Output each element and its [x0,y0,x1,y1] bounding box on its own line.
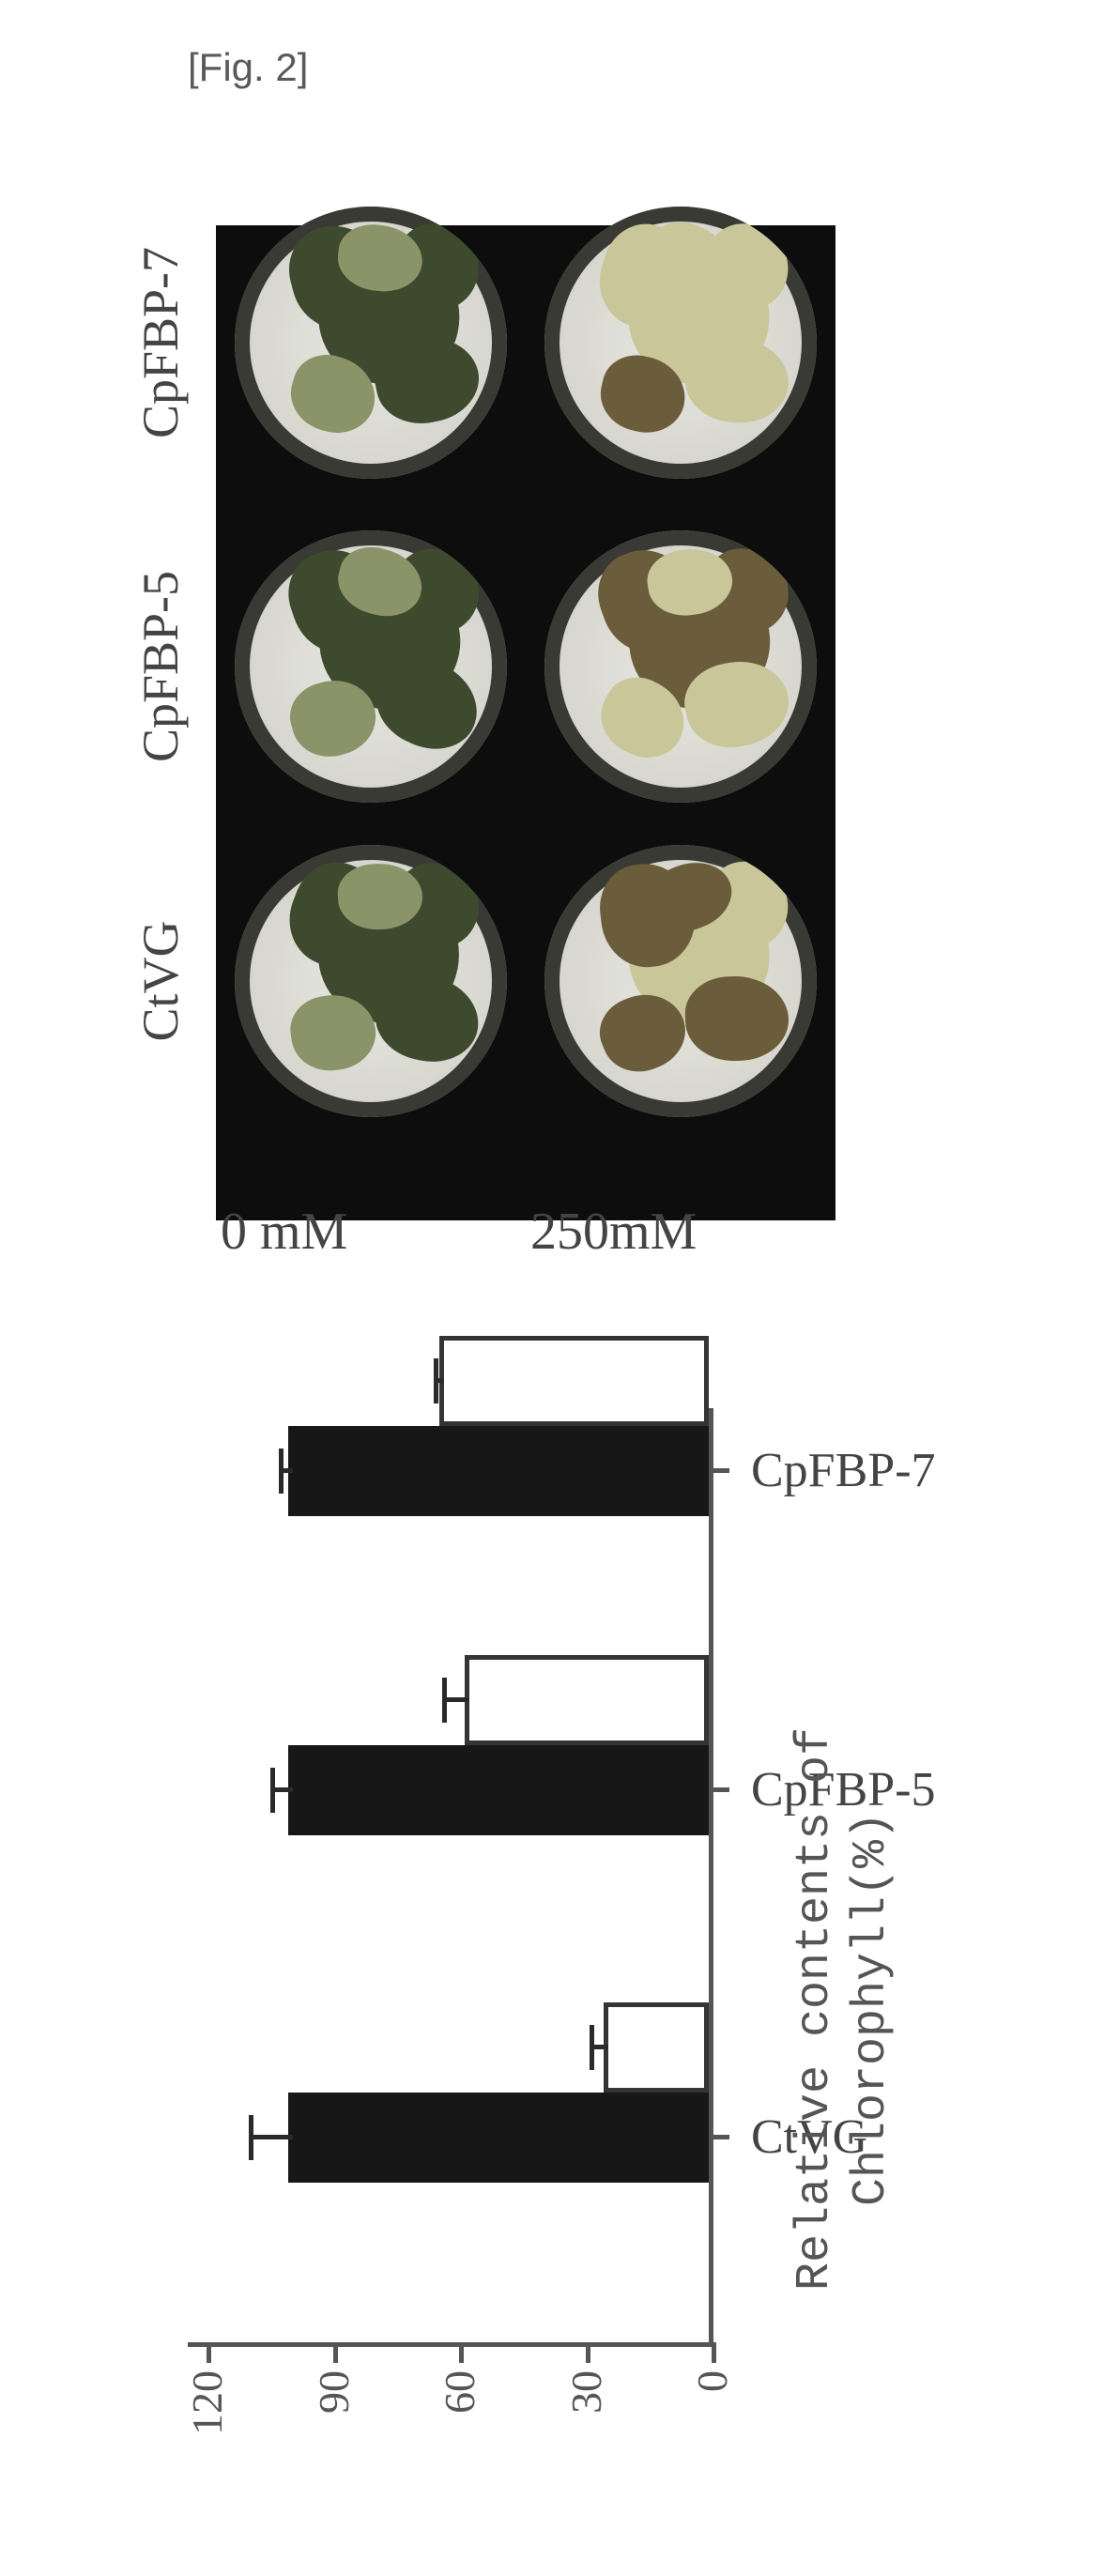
petri-dish [235,207,507,479]
error-bar [251,2135,293,2139]
bar [439,1336,709,1426]
petri-dish [544,207,817,479]
photo-column-label: CtVG [131,826,190,1136]
bar [288,1745,709,1835]
y-tick [459,2342,464,2363]
x-tick [709,1787,729,1792]
photo-row-label: 250mM [530,1202,697,1262]
y-tick [712,2342,716,2363]
y-tick [207,2342,211,2363]
error-bar [444,1697,469,1702]
y-tick [333,2342,338,2363]
x-tick [709,2135,729,2139]
petri-dish [544,530,817,803]
photo-column-label: CpFBP-5 [131,512,190,821]
petri-dish [235,845,507,1117]
photo-row-label: 0 mM [221,1202,347,1262]
photo-panel: CtVGCpFBP-5 CpFBP-7 0 mM 250mM [75,160,967,1286]
error-bar-cap [590,2025,594,2070]
y-tick-label: 30 [561,2370,611,2446]
bar [465,1655,709,1745]
error-bar-cap [279,1449,284,1494]
bar-chart: 0306090120CtVGCpFBP-5CpFBP-7 Relative co… [131,1352,1023,2553]
petri-dish [544,845,817,1117]
bar [288,2093,709,2183]
bar [604,2002,709,2093]
leaf-blob [684,975,789,1063]
error-bar-cap [442,1678,447,1723]
petri-dish [235,530,507,803]
x-tick [709,1468,729,1473]
x-tick-label: CpFBP-7 [751,1443,936,1498]
leaf-blob [682,335,790,425]
x-tick-label: CpFBP-5 [751,1762,936,1817]
y-tick-label: 0 [687,2370,737,2446]
error-bar [272,1787,293,1792]
y-tick-label: 120 [182,2370,232,2446]
error-bar-cap [249,2115,253,2160]
y-tick-label: 60 [435,2370,484,2446]
photo-column-label: CpFBP-7 [131,188,190,498]
error-bar-cap [270,1768,275,1813]
error-bar-cap [434,1358,438,1403]
y-axis-label-line1: Relative contents of [789,1455,842,2563]
y-tick [586,2342,590,2363]
y-axis-label-line2: Chlorophyll(%) [845,1455,898,2563]
figure-label: [Fig. 2] [188,45,308,90]
y-tick-label: 90 [309,2370,359,2446]
bar [288,1426,709,1516]
plot-area: 0306090120CtVGCpFBP-5CpFBP-7 [188,1408,713,2347]
